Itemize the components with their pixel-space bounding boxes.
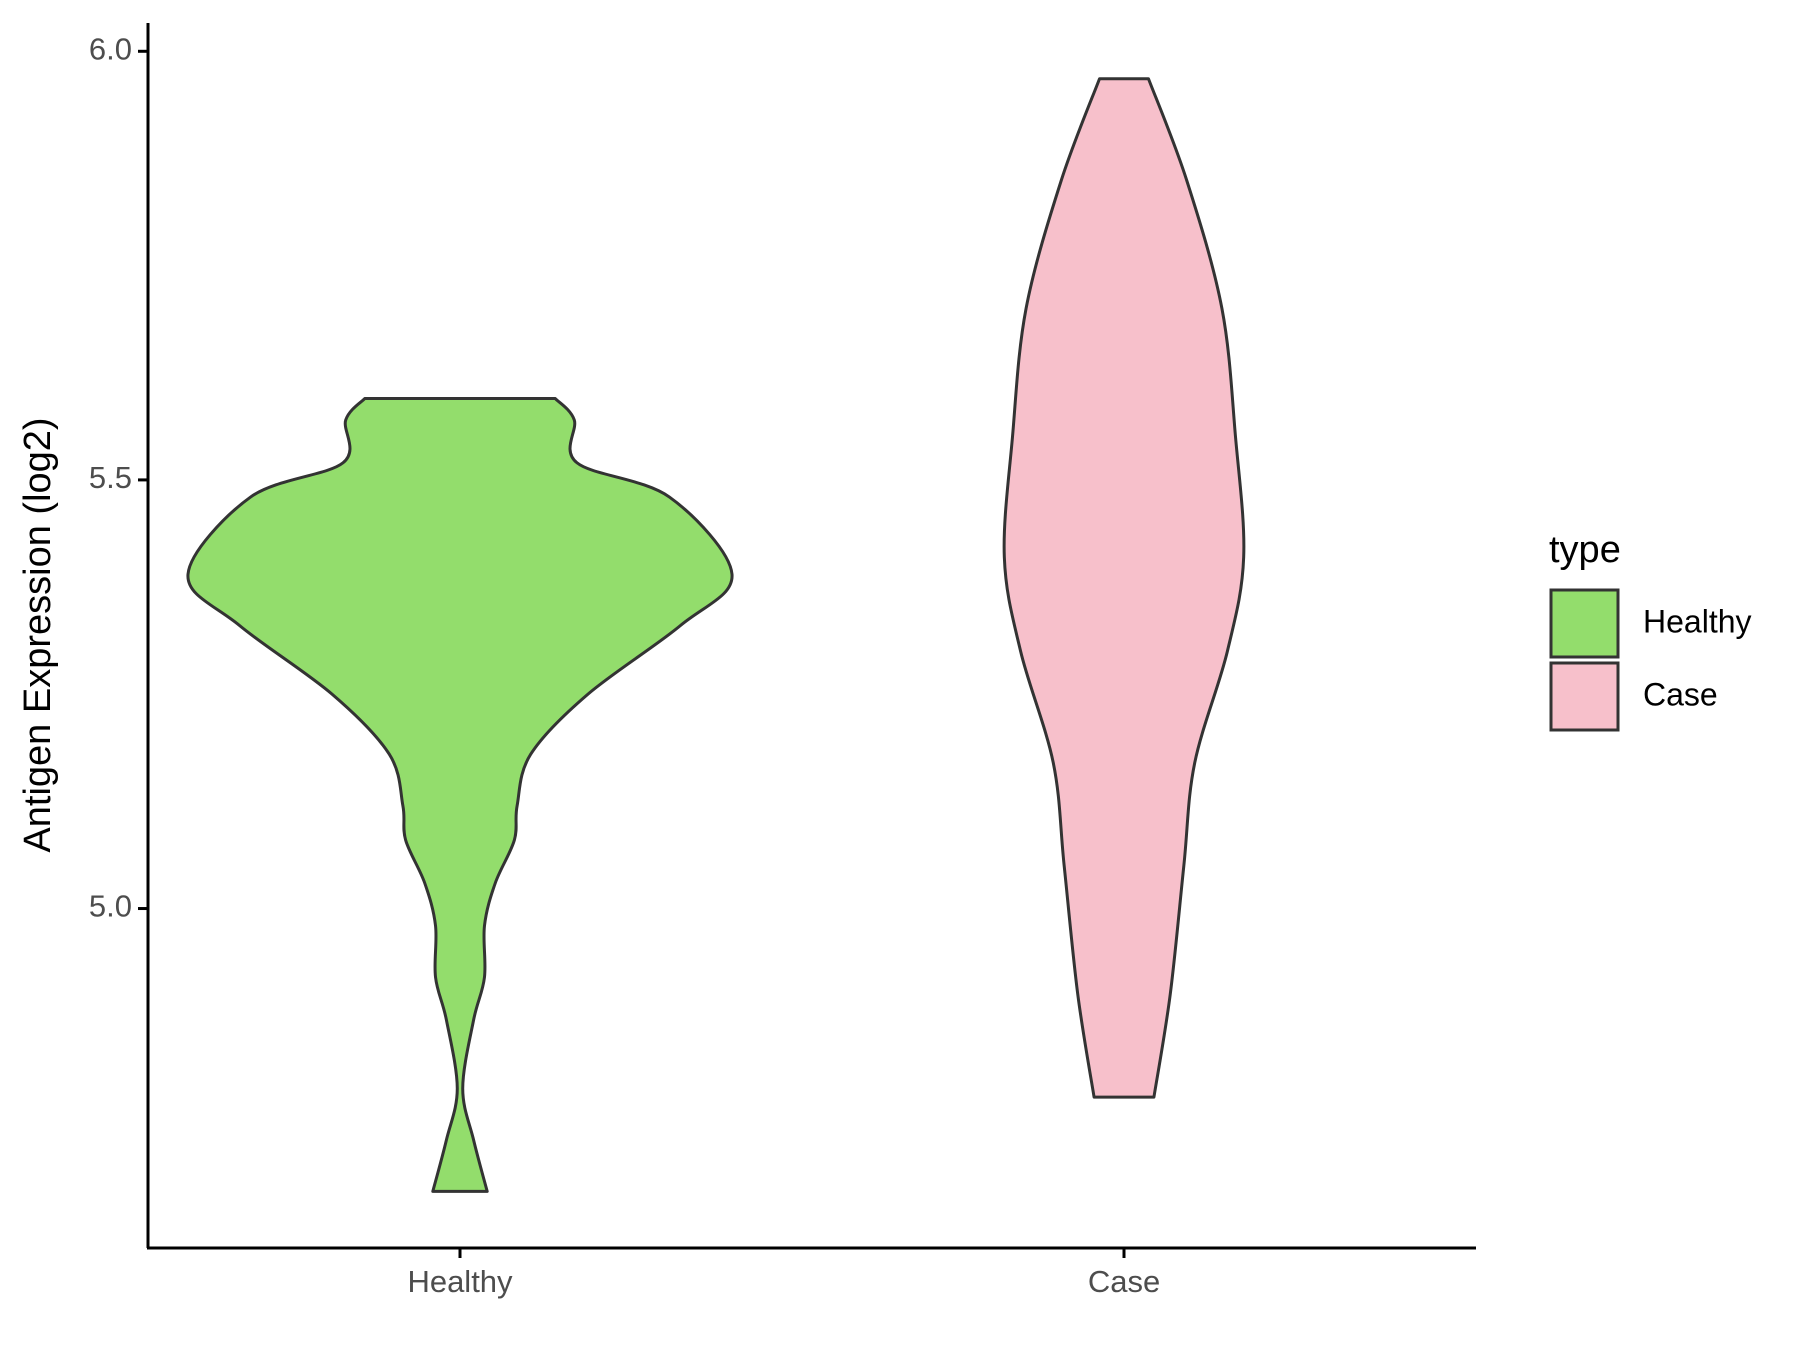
violin [1002, 77, 1246, 1099]
legend-label: Healthy [1643, 603, 1752, 639]
legend-key [1549, 588, 1620, 659]
x-tick-label: Healthy [407, 1264, 513, 1299]
legend-key [1549, 661, 1620, 732]
y-tick-label: 6.0 [89, 31, 132, 66]
x-tick-label: Case [1088, 1264, 1160, 1299]
y-tick-label: 5.0 [89, 889, 132, 924]
y-axis-title: Antigen Expression (log2) [17, 417, 59, 852]
y-tick-label: 5.5 [89, 460, 132, 495]
legend-title: type [1549, 529, 1621, 571]
violin [186, 396, 734, 1193]
legend-label: Case [1643, 676, 1718, 712]
